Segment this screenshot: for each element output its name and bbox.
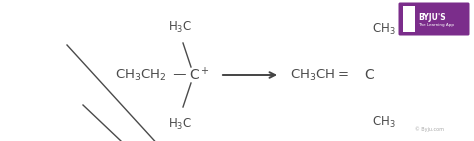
Text: H$_3$C: H$_3$C — [168, 117, 192, 132]
FancyBboxPatch shape — [399, 3, 470, 36]
Text: The Learning App: The Learning App — [418, 23, 454, 27]
Text: CH$_3$CH$=$: CH$_3$CH$=$ — [290, 67, 349, 82]
Text: CH$_3$CH$_2$: CH$_3$CH$_2$ — [115, 67, 167, 82]
Text: C: C — [364, 68, 374, 82]
Text: C$^+$: C$^+$ — [189, 66, 210, 84]
FancyBboxPatch shape — [403, 6, 415, 32]
Text: BYJU'S: BYJU'S — [418, 13, 446, 22]
Text: CH$_3$: CH$_3$ — [372, 22, 396, 37]
Text: CH$_3$: CH$_3$ — [372, 115, 396, 130]
Text: H$_3$C: H$_3$C — [168, 20, 192, 35]
Text: © Byju.com: © Byju.com — [416, 126, 445, 132]
Text: —: — — [169, 69, 191, 81]
